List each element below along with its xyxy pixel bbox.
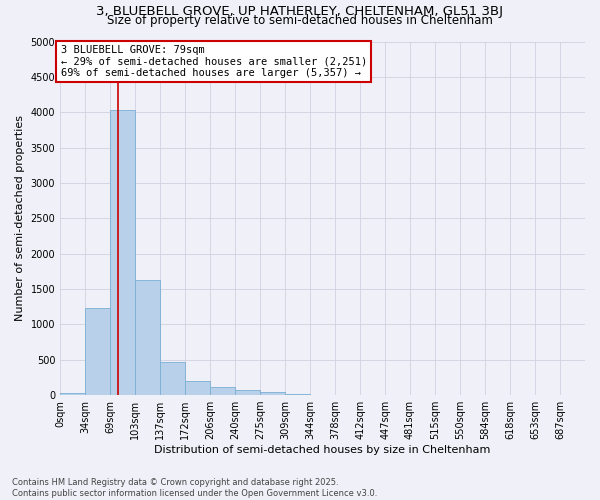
Bar [135, 280, 160, 395]
Bar [210, 386, 235, 395]
Bar [260, 392, 285, 395]
Y-axis label: Number of semi-detached properties: Number of semi-detached properties [15, 116, 25, 322]
Text: 3 BLUEBELL GROVE: 79sqm
← 29% of semi-detached houses are smaller (2,251)
69% of: 3 BLUEBELL GROVE: 79sqm ← 29% of semi-de… [61, 45, 367, 78]
Text: 3, BLUEBELL GROVE, UP HATHERLEY, CHELTENHAM, GL51 3BJ: 3, BLUEBELL GROVE, UP HATHERLEY, CHELTEN… [97, 5, 503, 18]
Bar [110, 110, 135, 395]
Bar [160, 362, 185, 395]
X-axis label: Distribution of semi-detached houses by size in Cheltenham: Distribution of semi-detached houses by … [154, 445, 491, 455]
Text: Contains HM Land Registry data © Crown copyright and database right 2025.
Contai: Contains HM Land Registry data © Crown c… [12, 478, 377, 498]
Bar [235, 390, 260, 395]
Text: Size of property relative to semi-detached houses in Cheltenham: Size of property relative to semi-detach… [107, 14, 493, 27]
Bar [60, 393, 85, 395]
Bar [285, 394, 310, 395]
Bar [185, 381, 210, 395]
Bar [85, 308, 110, 395]
